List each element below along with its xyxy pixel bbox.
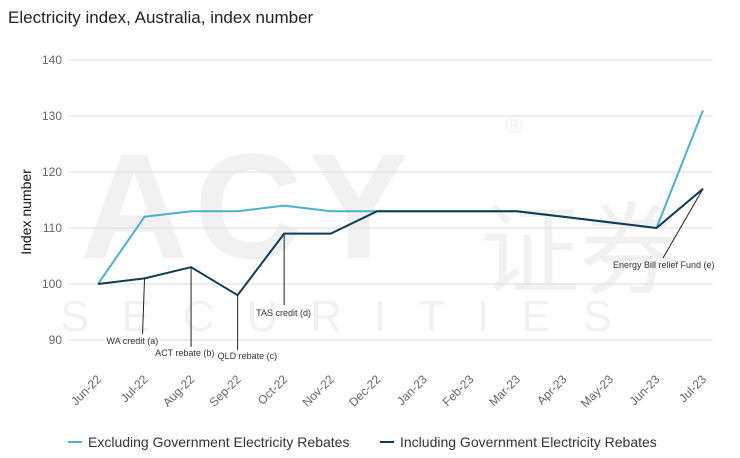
x-tick-label: Nov-22 [300,372,337,409]
watermark-brand: ACY [80,122,415,290]
chart-title: Electricity index, Australia, index numb… [8,8,314,27]
legend-label-including: Including Government Electricity Rebates [400,434,657,450]
x-tick-label: Feb-23 [440,372,477,409]
legend-item-including[interactable]: Including Government Electricity Rebates [380,434,657,450]
grid-lines [68,59,713,341]
y-tick-label: 140 [42,53,62,67]
x-tick-label: Dec-22 [346,372,383,409]
legend-swatch-including [380,441,394,443]
x-tick-labels: Jun-22 Jul-22 Aug-22 Sep-22 Oct-22 Nov-22 Dec-… [68,372,709,410]
annotation-label: Energy Bill relief Fund (e) [613,260,715,270]
annotation-label: ACT rebate (b) [155,348,214,358]
legend: Excluding Government Electricity Rebates… [0,434,740,454]
annotations: WA credit (a) ACT rebate (b) QLD rebate (c… [107,188,715,361]
annotation-label: QLD rebate (c) [218,351,278,361]
y-tick-label: 130 [42,109,62,123]
annotation-label: TAS credit (d) [256,308,311,318]
annotation-leader [142,278,146,335]
series-line-excluding [97,110,704,285]
y-tick-label: 100 [42,277,62,291]
series-line-including [97,188,704,297]
y-tick-label: 110 [43,221,62,235]
x-tick-label: Jul-22 [118,372,151,405]
x-tick-label: Jul-23 [676,372,709,405]
x-tick-label: Apr-23 [534,372,570,408]
y-tick-label: 120 [42,165,62,179]
x-tick-label: Mar-23 [486,372,523,409]
x-tick-label: Aug-22 [160,372,197,409]
x-tick-label: Jun-22 [68,372,104,408]
watermark-cn: 证券 [480,196,680,308]
legend-swatch-excluding [68,441,82,443]
x-tick-label: Sep-22 [206,372,243,409]
series-lines [97,110,704,297]
x-tick-label: Jan-23 [394,372,430,408]
y-tick-labels: 90 100 110 120 130 140 [42,53,62,347]
annotation-label: WA credit (a) [107,336,159,346]
watermark-registered: ® [505,112,523,139]
watermark-sub: SECURITIES [60,292,645,341]
x-tick-label: May-23 [578,372,616,410]
y-tick-label: 90 [49,333,63,347]
x-tick-label: Oct-22 [255,372,291,408]
legend-item-excluding[interactable]: Excluding Government Electricity Rebates [68,434,349,450]
y-axis-label: Index number [18,169,34,255]
legend-label-excluding: Excluding Government Electricity Rebates [88,434,350,450]
annotation-leader [662,188,704,259]
x-tick-label: Jun-23 [627,372,663,408]
